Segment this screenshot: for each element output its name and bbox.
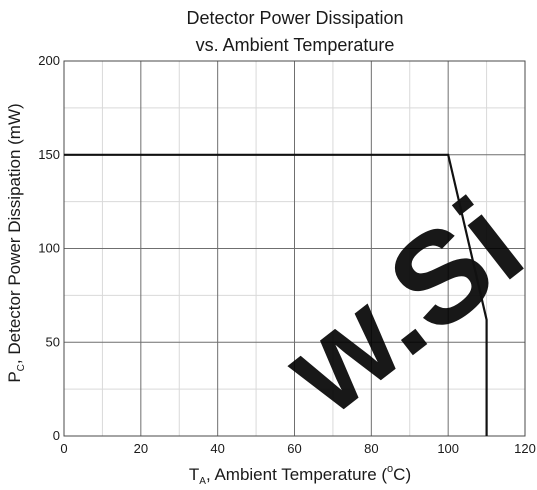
y-tick-labels: 0 50 100 150 200: [38, 53, 60, 443]
x-tick-label: 80: [364, 441, 378, 456]
x-tick-label: 0: [60, 441, 67, 456]
x-tick-labels: 0 20 40 60 80 100 120: [60, 441, 535, 456]
power-dissipation-curve: [64, 153, 488, 436]
chart-title-line1: Detector Power Dissipation: [186, 8, 403, 28]
x-tick-label: 100: [437, 441, 459, 456]
y-tick-label: 100: [38, 241, 60, 256]
y-tick-label: 50: [46, 334, 60, 349]
y-axis-label: PC, Detector Power Dissipation (mW): [5, 103, 27, 382]
plot-area: [63, 60, 526, 437]
x-axis-label: TA, Ambient Temperature (oC): [189, 463, 411, 487]
chart-title-line2: vs. Ambient Temperature: [196, 35, 395, 55]
y-tick-label: 150: [38, 147, 60, 162]
watermark: w.Si: [257, 170, 537, 443]
x-tick-label: 60: [287, 441, 301, 456]
watermark-text: w.Si: [257, 170, 537, 443]
x-tick-label: 40: [210, 441, 224, 456]
x-tick-label: 120: [514, 441, 536, 456]
y-tick-label: 200: [38, 53, 60, 68]
x-tick-label: 20: [134, 441, 148, 456]
y-tick-label: 0: [53, 428, 60, 443]
